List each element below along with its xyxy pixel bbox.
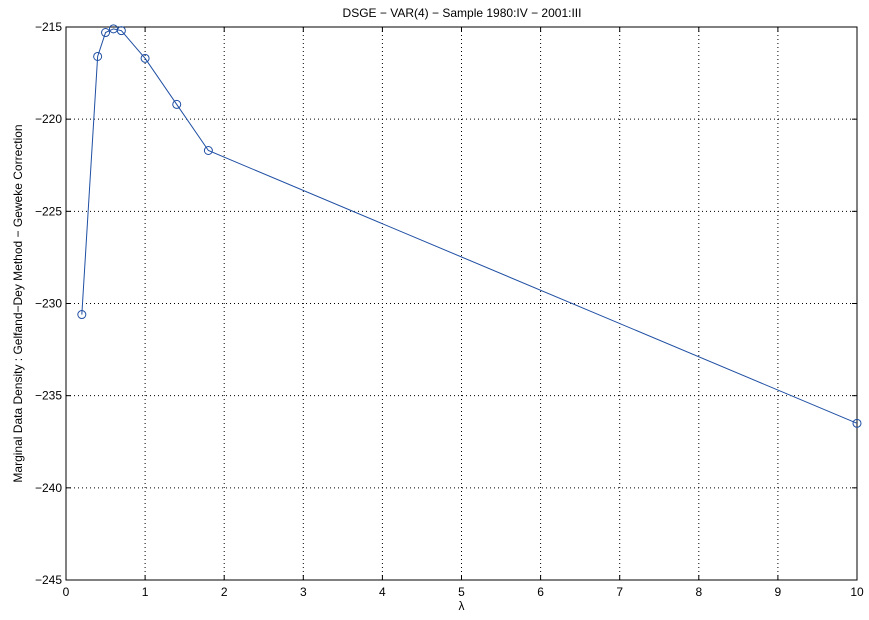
data-point [852, 418, 862, 428]
y-tick-label: −235 [35, 389, 62, 403]
data-point [172, 99, 182, 109]
x-tick-label: 4 [379, 585, 386, 599]
grid [66, 27, 857, 580]
x-tick-label: 3 [300, 585, 307, 599]
data-point [140, 53, 150, 63]
data-point [101, 28, 111, 38]
x-tick-label: 2 [221, 585, 228, 599]
y-axis-label: Marginal Data Density : Gelfand−Dey Meth… [11, 124, 25, 482]
y-tick-label: −245 [35, 573, 62, 587]
data-point [77, 310, 87, 320]
x-tick-label: 9 [775, 585, 782, 599]
y-tick-label: −230 [35, 297, 62, 311]
x-axis-label: λ [459, 599, 465, 613]
x-tick-label: 1 [142, 585, 149, 599]
data-point [116, 26, 126, 36]
x-tick-label: 10 [850, 585, 864, 599]
y-tick-label: −240 [35, 481, 62, 495]
series-line [81, 28, 858, 424]
x-tick-label: 6 [537, 585, 544, 599]
series-layer [77, 24, 862, 428]
data-point [203, 146, 213, 156]
data-point [93, 51, 103, 61]
y-tick-label: −225 [35, 204, 62, 218]
x-tick-label: 7 [616, 585, 623, 599]
chart-title: DSGE − VAR(4) − Sample 1980:IV − 2001:II… [343, 6, 582, 20]
y-tick-label: −220 [35, 112, 62, 126]
x-tick-label: 5 [458, 585, 465, 599]
x-tick-label: 0 [63, 585, 70, 599]
x-tick-label: 8 [695, 585, 702, 599]
axis-ticks: 0 1 2 3 4 5 6 7 8 9 10 −215 −220 −225 −230 −235 −240 −245 [35, 20, 864, 599]
y-tick-label: −215 [35, 20, 62, 34]
